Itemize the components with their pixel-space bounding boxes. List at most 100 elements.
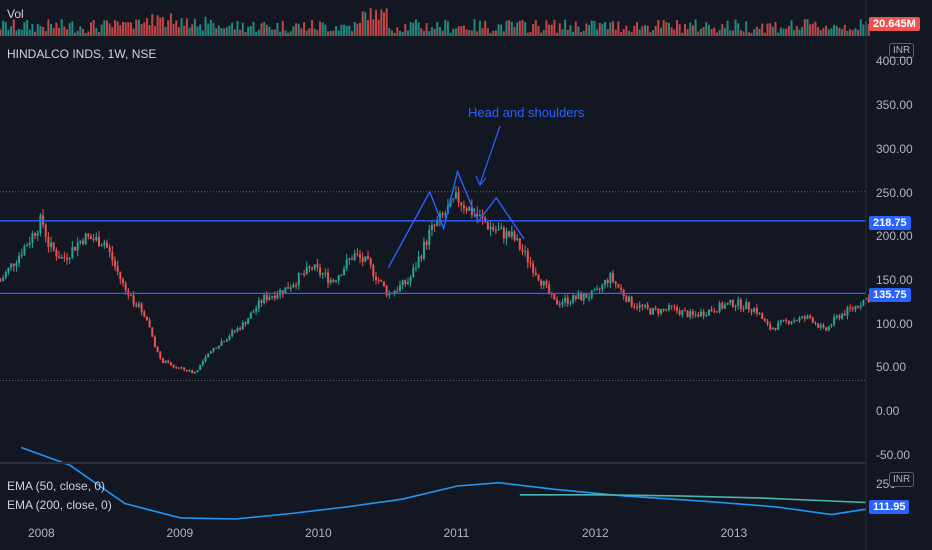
candle-body bbox=[867, 297, 870, 303]
volume-bar bbox=[811, 23, 814, 36]
candle-body bbox=[289, 287, 292, 289]
candle-body bbox=[292, 285, 295, 288]
volume-bar bbox=[428, 31, 431, 36]
candle-body bbox=[116, 266, 119, 272]
volume-bar bbox=[859, 19, 862, 36]
volume-bar bbox=[273, 29, 276, 36]
candle-body bbox=[92, 239, 95, 241]
candle-body bbox=[524, 250, 527, 252]
volume-bar bbox=[10, 26, 13, 36]
candle-body bbox=[108, 247, 111, 252]
volume-bar bbox=[196, 26, 199, 36]
currency-button[interactable]: INR bbox=[889, 43, 915, 58]
volume-bar bbox=[862, 24, 865, 36]
volume-bar bbox=[449, 32, 452, 36]
volume-bar bbox=[825, 25, 828, 36]
volume-bar bbox=[244, 32, 247, 36]
candle-body bbox=[359, 254, 362, 258]
volume-bar bbox=[497, 24, 500, 36]
volume-bar bbox=[436, 22, 439, 36]
volume-bar bbox=[806, 19, 809, 36]
volume-bar bbox=[396, 27, 399, 36]
volume-bar bbox=[236, 20, 239, 36]
candle-body bbox=[316, 264, 319, 268]
volume-bar bbox=[833, 24, 836, 36]
volume-bar bbox=[689, 22, 692, 36]
price-axis-tick: 350.00 bbox=[876, 98, 913, 113]
candle-body bbox=[193, 371, 196, 374]
volume-bar bbox=[729, 30, 732, 36]
volume-bar bbox=[42, 26, 45, 36]
candle-body bbox=[771, 327, 774, 330]
volume-bar bbox=[628, 30, 631, 36]
volume-bar bbox=[311, 20, 314, 36]
volume-bar bbox=[769, 23, 772, 36]
candle-body bbox=[750, 309, 753, 312]
volume-bar bbox=[649, 32, 652, 36]
volume-bar bbox=[140, 24, 143, 36]
candle-body bbox=[718, 303, 721, 313]
volume-bar bbox=[691, 25, 694, 36]
candle-body bbox=[337, 275, 340, 281]
candle-body bbox=[388, 292, 391, 296]
candle-body bbox=[849, 307, 852, 309]
candle-body bbox=[143, 311, 146, 317]
volume-bar bbox=[838, 27, 841, 36]
price-axis-tick: 300.00 bbox=[876, 141, 913, 156]
candle-body bbox=[273, 295, 276, 299]
candle-body bbox=[335, 280, 338, 282]
volume-bar bbox=[31, 23, 34, 36]
volume-bar bbox=[300, 28, 303, 36]
candle-body bbox=[23, 246, 26, 255]
candle-body bbox=[670, 305, 673, 307]
candle-body bbox=[534, 272, 537, 275]
candle-body bbox=[646, 305, 649, 309]
volume-bar bbox=[247, 26, 250, 36]
candle-body bbox=[582, 293, 585, 301]
volume-bar bbox=[7, 29, 10, 36]
volume-bar bbox=[382, 12, 385, 36]
volume-bar bbox=[271, 29, 274, 36]
volume-bar bbox=[87, 31, 90, 36]
candle-body bbox=[667, 305, 670, 310]
volume-bar bbox=[454, 28, 457, 36]
candle-body bbox=[79, 240, 82, 243]
symbol-title: HINDALCO INDS, 1W, NSE bbox=[7, 47, 157, 61]
volume-bar bbox=[481, 28, 484, 36]
volume-bar bbox=[36, 23, 39, 36]
volume-bar bbox=[425, 23, 428, 36]
candle-body bbox=[628, 296, 631, 302]
volume-bar bbox=[108, 23, 111, 36]
candle-body bbox=[556, 299, 559, 305]
candle-body bbox=[777, 322, 780, 330]
volume-bar bbox=[28, 29, 31, 36]
volume-bar bbox=[702, 27, 705, 36]
candle-body bbox=[111, 251, 114, 261]
volume-bar bbox=[153, 25, 156, 36]
candle-body bbox=[505, 231, 508, 239]
volume-bar bbox=[667, 22, 670, 36]
ema-currency-button[interactable]: INR bbox=[889, 472, 915, 487]
candle-body bbox=[164, 360, 167, 363]
candle-body bbox=[321, 273, 324, 275]
candle-body bbox=[590, 290, 593, 298]
candle-body bbox=[327, 272, 330, 283]
volume-bar bbox=[572, 31, 575, 36]
volume-bar bbox=[151, 14, 154, 36]
candle-body bbox=[191, 370, 194, 374]
candle-body bbox=[74, 246, 77, 251]
candle-body bbox=[702, 311, 705, 316]
candle-body bbox=[465, 208, 468, 211]
volume-bar bbox=[60, 19, 63, 36]
volume-bar bbox=[662, 20, 665, 36]
volume-bar bbox=[694, 19, 697, 36]
volume-bar bbox=[542, 30, 545, 36]
volume-bar bbox=[470, 30, 473, 36]
candle-body bbox=[76, 242, 79, 251]
volume-bar bbox=[585, 23, 588, 36]
volume-bar bbox=[793, 29, 796, 36]
volume-bar bbox=[58, 27, 61, 36]
volume-bar bbox=[127, 22, 130, 36]
